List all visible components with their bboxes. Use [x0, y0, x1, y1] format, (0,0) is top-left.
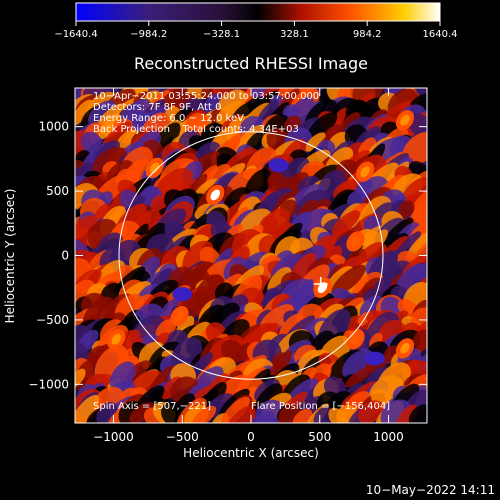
- observation-info: 10−Apr−2011 03:55:24.000 to 03:57:00.000…: [93, 91, 390, 412]
- x-tick-label: 0: [247, 430, 255, 444]
- chart-title: Reconstructed RHESSI Image: [134, 54, 368, 73]
- y-tick-label: −500: [36, 313, 69, 327]
- heatmap-blob: [352, 88, 385, 105]
- hot-spot: [174, 310, 185, 322]
- x-tick-label: 1000: [373, 430, 404, 444]
- y-tick-label: −1000: [28, 377, 69, 391]
- colorbar: −1640.4 −984.2 −328.1 328.1 984.2 1640.4: [54, 2, 458, 40]
- heatmap-blob: [304, 132, 326, 152]
- cold-spot: [268, 158, 289, 173]
- colorbar-tick-label: −984.2: [130, 29, 167, 40]
- colorbar-tick-label: −1640.4: [54, 29, 97, 40]
- heatmap-blob: [357, 400, 384, 423]
- info-line-energy: Energy Range: 6.0 − 12.0 keV: [93, 113, 244, 124]
- heatmap-blob: [129, 402, 155, 423]
- y-axis: −1000 −500 0 500 1000: [28, 120, 427, 391]
- heatmap-blob: [412, 329, 427, 350]
- info-line-detectors: Detectors: 7F 8F 9F, Att 0: [93, 102, 221, 113]
- heatmap-blob: [88, 100, 116, 127]
- hot-spot: [111, 333, 122, 345]
- heatmap-blob: [406, 230, 427, 260]
- heatmap-blob: [220, 396, 250, 423]
- hot-spot: [400, 342, 410, 354]
- colorbar-gradient: [75, 2, 441, 22]
- heatmap-blob: [255, 399, 286, 423]
- heatmap-blob: [345, 365, 374, 388]
- heatmap-blob: [267, 266, 292, 294]
- y-axis-label: Heliocentric Y (arcsec): [3, 189, 17, 324]
- heatmap-blob: [256, 100, 279, 126]
- info-line-method: Back Projection Total counts: 4.34E+03: [93, 124, 299, 135]
- colorbar-tick-label: 1640.4: [423, 29, 458, 40]
- spin-axis-label: Spin Axis = [507,−221]: [93, 401, 211, 412]
- heatmap-blob: [75, 368, 86, 388]
- x-axis: −1000 −500 0 500 1000: [93, 88, 404, 444]
- hot-spot: [350, 333, 361, 345]
- heatmap-blob: [331, 264, 366, 296]
- plot-area: [74, 87, 428, 424]
- hot-spot: [210, 189, 221, 201]
- info-line-time: 10−Apr−2011 03:55:24.000 to 03:57:00.000: [93, 91, 319, 102]
- y-tick-label: 0: [61, 249, 69, 263]
- heatmap-blob: [402, 131, 427, 165]
- heatmap-blob: [398, 200, 415, 218]
- y-tick-label: 500: [46, 184, 69, 198]
- heatmap-blob: [190, 124, 223, 155]
- heatmap-blob: [313, 406, 333, 423]
- heatmap-blob: [396, 404, 418, 423]
- heatmap-blob: [307, 112, 338, 141]
- heatmap-blob: [94, 203, 111, 223]
- heatmap-blob: [331, 210, 360, 236]
- cold-spot: [172, 287, 193, 302]
- x-tick-label: −500: [166, 430, 199, 444]
- heatmap-blob: [408, 404, 427, 423]
- x-axis-label: Heliocentric X (arcsec): [183, 446, 319, 460]
- x-tick-label: 500: [308, 430, 331, 444]
- heatmap-blob: [292, 408, 313, 423]
- flare-marker-cross: [313, 276, 328, 291]
- heatmap-blob: [75, 394, 100, 423]
- hot-spot: [400, 114, 410, 126]
- timestamp: 10−May−2022 14:11: [366, 483, 495, 497]
- colorbar-tick-label: 328.1: [280, 29, 309, 40]
- x-tick-label: −1000: [93, 430, 134, 444]
- solar-limb-circle: [118, 131, 384, 380]
- y-tick-label: 1000: [38, 120, 69, 134]
- hot-spot: [149, 162, 160, 174]
- flare-position-label: Flare Position = [−156,404]: [251, 401, 390, 412]
- colorbar-tick-label: −328.1: [203, 29, 240, 40]
- heatmap-blob: [75, 99, 93, 126]
- colorbar-tick-label: 984.2: [353, 29, 382, 40]
- hot-spot: [350, 235, 361, 247]
- heatmap-blob: [192, 405, 217, 423]
- hot-spot: [360, 166, 370, 178]
- cold-spot: [364, 351, 385, 366]
